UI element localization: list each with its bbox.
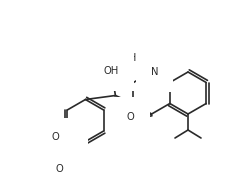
Text: OH: OH: [104, 65, 119, 75]
Text: O: O: [127, 112, 134, 122]
Text: O: O: [51, 132, 59, 142]
Text: O: O: [55, 164, 63, 174]
Text: N: N: [66, 147, 73, 157]
Text: OH: OH: [122, 53, 137, 63]
Text: N: N: [151, 67, 158, 77]
